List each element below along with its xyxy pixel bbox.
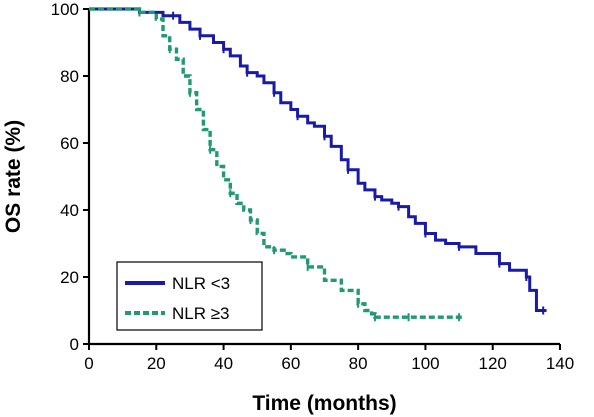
series-line-nlr-lt3: [89, 7, 547, 312]
y-tick-label: 80: [60, 67, 79, 86]
x-tick-label: 80: [349, 354, 368, 373]
y-tick-label: 40: [60, 201, 79, 220]
legend-box: [116, 261, 263, 331]
legend-label-nlr-lt3: NLR <3: [172, 274, 230, 293]
y-tick-label: 0: [70, 335, 79, 354]
x-tick-label: 60: [281, 354, 300, 373]
x-tick-label: 140: [546, 354, 574, 373]
x-tick-label: 0: [84, 354, 93, 373]
axes: 0 20 40 60 80 100 120 140 0 20 40 60 80 100: [51, 0, 575, 373]
x-tick-label: 20: [147, 354, 166, 373]
y-tick-label: 100: [51, 0, 79, 19]
x-tick-label: 40: [214, 354, 233, 373]
y-tick-label: 60: [60, 134, 79, 153]
legend-label-nlr-ge3: NLR ≥3: [172, 304, 230, 323]
y-axis-title: OS rate (%): [2, 120, 25, 233]
series-line-nlr-ge3: [89, 7, 463, 319]
x-tick-label: 100: [411, 354, 439, 373]
legend: NLR <3 NLR ≥3: [116, 261, 263, 331]
series-layer: [89, 7, 547, 322]
y-tick-label: 20: [60, 268, 79, 287]
x-axis-title: Time (months): [252, 392, 396, 415]
x-tick-label: 120: [479, 354, 507, 373]
